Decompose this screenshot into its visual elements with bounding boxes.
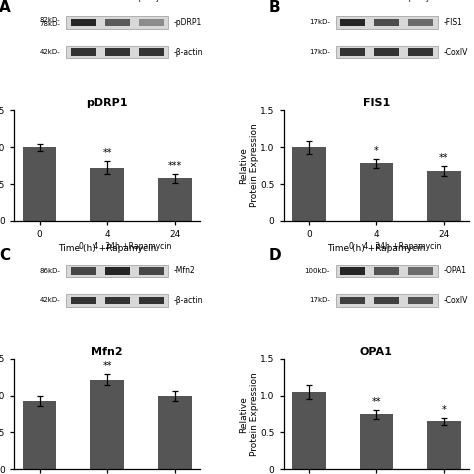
Text: **: **	[372, 397, 381, 407]
Bar	[359, 414, 393, 469]
Bar	[71, 297, 95, 304]
Text: 78kD-: 78kD-	[40, 21, 61, 27]
Bar	[139, 19, 164, 26]
Text: 0    4   24h +Rapamycin: 0 4 24h +Rapamycin	[80, 242, 172, 251]
Bar	[71, 48, 95, 55]
Text: D: D	[269, 248, 281, 264]
Bar	[340, 19, 365, 26]
Bar	[292, 392, 326, 469]
Bar	[66, 265, 168, 277]
Text: -β-actin: -β-actin	[174, 47, 203, 56]
Bar	[139, 48, 164, 55]
Text: 17kD-: 17kD-	[309, 49, 330, 55]
Y-axis label: Relative
Protein Expression: Relative Protein Expression	[239, 372, 259, 456]
Text: *: *	[442, 405, 447, 415]
Title: OPA1: OPA1	[360, 347, 393, 357]
Bar	[409, 267, 433, 274]
Text: 82kD-: 82kD-	[40, 17, 61, 23]
Bar	[158, 178, 191, 221]
X-axis label: Time (h) +Rapamycin: Time (h) +Rapamycin	[58, 245, 156, 254]
Bar	[139, 267, 164, 274]
Bar	[336, 16, 438, 28]
Bar	[336, 46, 438, 58]
Text: -CoxIV: -CoxIV	[443, 296, 468, 305]
Bar	[427, 421, 461, 469]
Text: -CoxIV: -CoxIV	[443, 47, 468, 56]
Text: 100kD-: 100kD-	[305, 268, 330, 274]
Bar	[139, 297, 164, 304]
Bar	[340, 48, 365, 55]
Bar	[71, 267, 95, 274]
Text: -β-actin: -β-actin	[174, 296, 203, 305]
Title: FIS1: FIS1	[363, 98, 390, 108]
Text: B: B	[269, 0, 280, 15]
Text: **: **	[102, 361, 112, 371]
Text: **: **	[102, 148, 112, 158]
Text: 42kD-: 42kD-	[40, 49, 61, 55]
Text: A: A	[0, 0, 11, 15]
Text: **: **	[439, 153, 449, 163]
Bar	[66, 46, 168, 58]
Bar	[158, 396, 191, 469]
Text: 0    4   24h +Rapamycin: 0 4 24h +Rapamycin	[349, 0, 441, 2]
Bar	[340, 267, 365, 274]
Bar	[66, 294, 168, 307]
Bar	[90, 168, 124, 221]
Title: pDRP1: pDRP1	[86, 98, 128, 108]
Bar	[90, 380, 124, 469]
Bar	[23, 401, 56, 469]
Bar	[409, 19, 433, 26]
Bar	[427, 171, 461, 221]
Bar	[374, 48, 399, 55]
Text: 0    4   24h +Rapamycin: 0 4 24h +Rapamycin	[349, 242, 441, 251]
Text: 17kD-: 17kD-	[309, 298, 330, 303]
Text: *: *	[374, 146, 379, 156]
Bar	[105, 267, 129, 274]
Text: -OPA1: -OPA1	[443, 266, 466, 275]
Bar	[359, 164, 393, 221]
Text: 86kD-: 86kD-	[40, 268, 61, 274]
Text: 42kD-: 42kD-	[40, 298, 61, 303]
Bar	[409, 297, 433, 304]
Bar	[409, 48, 433, 55]
Text: ***: ***	[167, 161, 182, 171]
Bar	[66, 16, 168, 28]
Text: -FIS1: -FIS1	[443, 18, 462, 27]
Bar	[105, 19, 129, 26]
Bar	[340, 297, 365, 304]
Text: -pDRP1: -pDRP1	[174, 18, 202, 27]
Bar	[374, 267, 399, 274]
Text: C: C	[0, 248, 10, 264]
Text: 0    4   24h +Rapamycin: 0 4 24h +Rapamycin	[80, 0, 172, 2]
Text: 17kD-: 17kD-	[309, 19, 330, 26]
Bar	[336, 265, 438, 277]
Title: Mfn2: Mfn2	[91, 347, 123, 357]
Bar	[105, 297, 129, 304]
Y-axis label: Relative
Protein Expression: Relative Protein Expression	[239, 124, 259, 208]
Bar	[292, 147, 326, 221]
Text: -Mfn2: -Mfn2	[174, 266, 196, 275]
Bar	[71, 19, 95, 26]
Bar	[336, 294, 438, 307]
Bar	[105, 48, 129, 55]
Bar	[23, 147, 56, 221]
Bar	[374, 19, 399, 26]
X-axis label: Time (h) +Rapamycin: Time (h) +Rapamycin	[327, 245, 426, 254]
Bar	[374, 297, 399, 304]
